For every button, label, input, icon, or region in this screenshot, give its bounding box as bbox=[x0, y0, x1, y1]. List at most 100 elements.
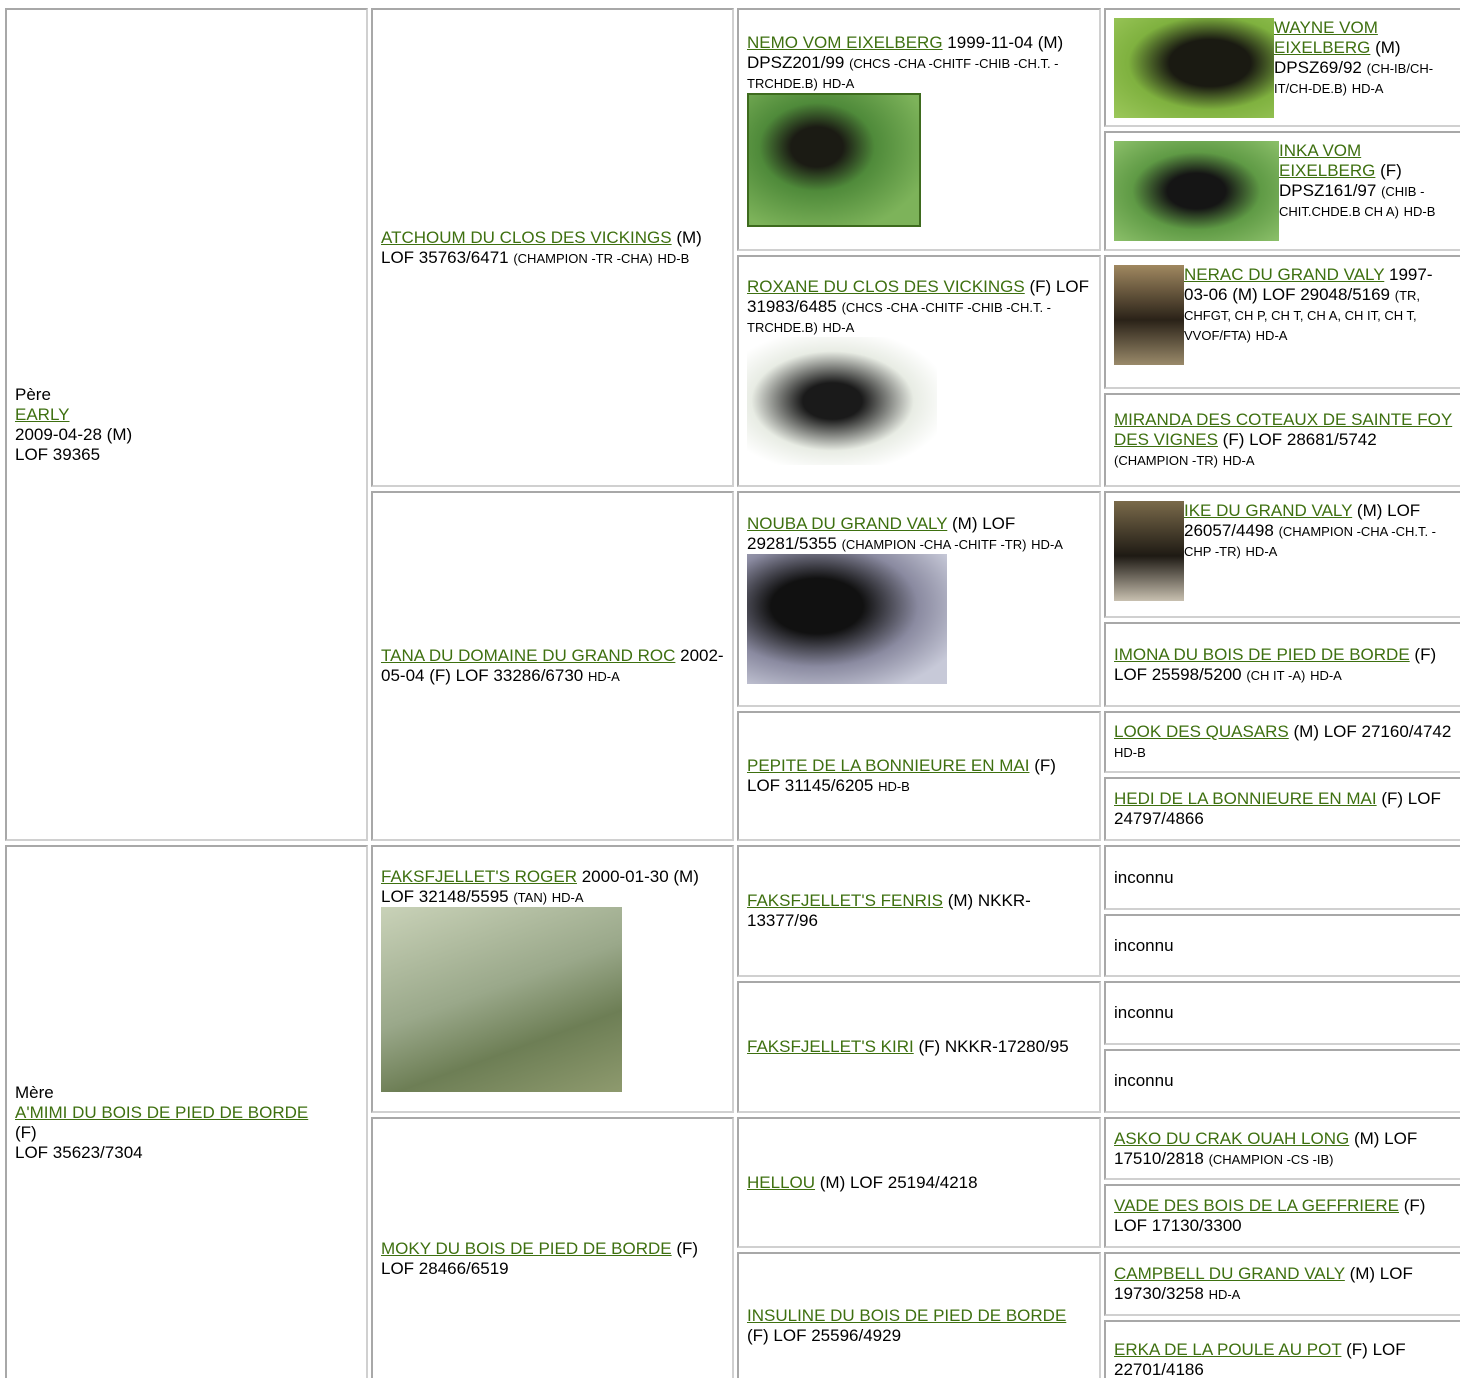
cell-content: FAKSFJELLET'S FENRIS (M) NKKR-13377/96 bbox=[747, 891, 1091, 931]
pedigree-cell: FAKSFJELLET'S ROGER 2000-01-30 (M) LOF 3… bbox=[371, 845, 734, 1113]
cell-content: inconnu bbox=[1114, 1003, 1454, 1023]
cell-content: PEPITE DE LA BONNIEURE EN MAI (F) LOF 31… bbox=[747, 756, 1091, 796]
cell-content: FAKSFJELLET'S KIRI (F) NKKR-17280/95 bbox=[747, 1037, 1091, 1057]
dog-info: ERKA DE LA POULE AU POT (F) LOF 22701/41… bbox=[1114, 1340, 1454, 1378]
dog-link[interactable]: HELLOU bbox=[747, 1172, 816, 1192]
cell-row: INKA VOM EIXELBERG (F) DPSZ161/97 (CHIB … bbox=[1114, 141, 1454, 241]
dog-link[interactable]: PEPITE DE LA BONNIEURE EN MAI bbox=[747, 756, 1030, 775]
dog-info: CAMPBELL DU GRAND VALY (M) LOF 19730/325… bbox=[1114, 1264, 1454, 1304]
dog-info: IMONA DU BOIS DE PIED DE BORDE (F) LOF 2… bbox=[1114, 645, 1454, 685]
cell-content: INKA VOM EIXELBERG (F) DPSZ161/97 (CHIB … bbox=[1114, 141, 1454, 241]
dog-link[interactable]: TANA DU DOMAINE DU GRAND ROC bbox=[381, 646, 676, 665]
photo bbox=[1114, 141, 1279, 241]
dog-link[interactable]: NEMO VOM EIXELBERG bbox=[747, 32, 943, 52]
cell-content: IKE DU GRAND VALY (M) LOF 26057/4498 (CH… bbox=[1114, 501, 1454, 601]
dog-link[interactable]: IMONA DU BOIS DE PIED DE BORDE bbox=[1114, 644, 1410, 664]
line: Mère bbox=[15, 1083, 358, 1103]
photo bbox=[381, 906, 622, 1092]
dog-link[interactable]: FAKSFJELLET'S KIRI bbox=[747, 1037, 914, 1056]
dog-link[interactable]: NOUBA DU GRAND VALY bbox=[747, 514, 948, 533]
dog-link[interactable]: HEDI DE LA BONNIEURE EN MAI bbox=[1114, 789, 1377, 808]
dog-link[interactable]: EARLY bbox=[15, 404, 70, 424]
dog-info: FAKSFJELLET'S ROGER 2000-01-30 (M) LOF 3… bbox=[381, 867, 724, 907]
dog-titles: (CHIB -CHIT.CHDE.B CH A) bbox=[1279, 184, 1425, 219]
pedigree-cell: LOOK DES QUASARS (M) LOF 27160/4742 HD-B bbox=[1104, 711, 1460, 773]
dog-titles: (CHCS -CHA -CHITF -CHIB -CH.T. -TRCHDE.B… bbox=[747, 55, 1059, 91]
pedigree-cell: HELLOU (M) LOF 25194/4218 bbox=[737, 1117, 1101, 1248]
dog-info: IKE DU GRAND VALY (M) LOF 26057/4498 (CH… bbox=[1184, 501, 1454, 561]
dog-link[interactable]: ROXANE DU CLOS DES VICKINGS bbox=[747, 277, 1025, 296]
dog-link[interactable]: LOOK DES QUASARS bbox=[1114, 722, 1289, 741]
pedigree-cell: Mère A'MIMI DU BOIS DE PIED DE BORDE (F) LO… bbox=[5, 845, 368, 1378]
dog-link[interactable]: FAKSFJELLET'S ROGER bbox=[381, 866, 577, 886]
cell-content: inconnu bbox=[1114, 936, 1454, 956]
dog-details: (M) LOF 19730/3258 bbox=[1114, 1264, 1413, 1303]
dog-titles: (CHCS -CHA -CHITF -CHIB -CH.T. -TRCHDE.B… bbox=[747, 300, 1051, 335]
pedigree-cell: inconnu bbox=[1104, 914, 1460, 977]
cell-row: IKE DU GRAND VALY (M) LOF 26057/4498 (CH… bbox=[1114, 501, 1454, 601]
dog-link[interactable]: A'MIMI DU BOIS DE PIED DE BORDE bbox=[15, 1102, 309, 1122]
dog-details: 2000-01-30 (M) LOF 32148/5595 bbox=[381, 866, 699, 906]
dog-health: HD-B bbox=[1114, 745, 1146, 760]
dog-details: (M) LOF 25194/4218 bbox=[819, 1172, 978, 1192]
pedigree-cell: PEPITE DE LA BONNIEURE EN MAI (F) LOF 31… bbox=[737, 711, 1101, 841]
dog-details: (F) LOF 28466/6519 bbox=[381, 1238, 699, 1278]
dog-titles: (TR, CHFGT, CH P, CH T, CH A, CH IT, CH … bbox=[1184, 288, 1421, 343]
pedigree-cell: NERAC DU GRAND VALY 1997-03-06 (M) LOF 2… bbox=[1104, 255, 1460, 389]
dog-info: inconnu bbox=[1114, 1071, 1454, 1091]
cell-content: HELLOU (M) LOF 25194/4218 bbox=[747, 1173, 1091, 1193]
dog-link[interactable]: CAMPBELL DU GRAND VALY bbox=[1114, 1264, 1345, 1283]
dog-info: PEPITE DE LA BONNIEURE EN MAI (F) LOF 31… bbox=[747, 756, 1091, 796]
dog-link[interactable]: IKE DU GRAND VALY bbox=[1184, 501, 1353, 520]
pedigree-cell: HEDI DE LA BONNIEURE EN MAI (F) LOF 2479… bbox=[1104, 777, 1460, 841]
dog-link[interactable]: ERKA DE LA POULE AU POT bbox=[1114, 1340, 1342, 1359]
dog-link[interactable]: FAKSFJELLET'S FENRIS bbox=[747, 891, 943, 910]
photo bbox=[1114, 265, 1184, 365]
dog-health: HD-A bbox=[1351, 81, 1384, 96]
cell-row: NERAC DU GRAND VALY 1997-03-06 (M) LOF 2… bbox=[1114, 265, 1454, 365]
dog-details: (F) LOF 28681/5742 bbox=[1222, 430, 1377, 449]
dog-info: inconnu bbox=[1114, 936, 1454, 956]
cell-content: TANA DU DOMAINE DU GRAND ROC 2002-05-04 … bbox=[381, 646, 724, 686]
pedigree-cell: inconnu bbox=[1104, 1049, 1460, 1113]
dog-info: MIRANDA DES COTEAUX DE SAINTE FOY DES VI… bbox=[1114, 410, 1454, 470]
dog-health: HD-A bbox=[1310, 667, 1342, 683]
cell-content: inconnu bbox=[1114, 1071, 1454, 1091]
cell-content: NERAC DU GRAND VALY 1997-03-06 (M) LOF 2… bbox=[1114, 265, 1454, 365]
dog-titles: (TAN) bbox=[513, 889, 548, 905]
dog-link[interactable]: NERAC DU GRAND VALY bbox=[1184, 265, 1385, 284]
dog-info: inconnu bbox=[1114, 1003, 1454, 1023]
dog-titles: (CH-IB/CH-IT/CH-DE.B) bbox=[1274, 61, 1434, 96]
dog-details: 1999-11-04 (M) DPSZ201/99 bbox=[747, 32, 1064, 72]
dog-info: INKA VOM EIXELBERG (F) DPSZ161/97 (CHIB … bbox=[1279, 141, 1454, 221]
dog-info: FAKSFJELLET'S FENRIS (M) NKKR-13377/96 bbox=[747, 891, 1091, 931]
dog-info: VADE DES BOIS DE LA GEFFRIERE (F) LOF 17… bbox=[1114, 1196, 1454, 1236]
dog-link[interactable]: ATCHOUM DU CLOS DES VICKINGS bbox=[381, 227, 672, 247]
cell-content: FAKSFJELLET'S ROGER 2000-01-30 (M) LOF 3… bbox=[381, 867, 724, 1092]
line: LOF 39365 bbox=[15, 445, 358, 465]
dog-details: (F) LOF 25598/5200 bbox=[1114, 644, 1437, 684]
cell-content: NOUBA DU GRAND VALY (M) LOF 29281/5355 (… bbox=[747, 514, 1091, 684]
line: (F) bbox=[15, 1123, 358, 1143]
pedigree-cell: INKA VOM EIXELBERG (F) DPSZ161/97 (CHIB … bbox=[1104, 131, 1460, 251]
dog-titles: (CHAMPION -TR) bbox=[1114, 453, 1218, 468]
root-birth: (F) bbox=[15, 1122, 37, 1142]
dog-link[interactable]: INKA VOM EIXELBERG bbox=[1279, 141, 1376, 180]
dog-details: (M) LOF 29281/5355 bbox=[747, 514, 1016, 553]
dog-health: HD-A bbox=[551, 889, 584, 905]
root-label: Père bbox=[15, 384, 51, 404]
dog-titles: (CH IT -A) bbox=[1246, 667, 1306, 683]
dog-info: inconnu bbox=[1114, 868, 1454, 888]
cell-content: VADE DES BOIS DE LA GEFFRIERE (F) LOF 17… bbox=[1114, 1196, 1454, 1236]
cell-content: MOKY DU BOIS DE PIED DE BORDE (F) LOF 28… bbox=[381, 1239, 724, 1279]
dog-link[interactable]: MIRANDA DES COTEAUX DE SAINTE FOY DES VI… bbox=[1114, 410, 1453, 449]
dog-link[interactable]: INSULINE DU BOIS DE PIED DE BORDE bbox=[747, 1306, 1067, 1325]
dog-health: HD-A bbox=[1208, 1287, 1241, 1302]
dog-link[interactable]: MOKY DU BOIS DE PIED DE BORDE bbox=[381, 1238, 672, 1258]
line: Père bbox=[15, 385, 358, 405]
line: A'MIMI DU BOIS DE PIED DE BORDE bbox=[15, 1103, 358, 1123]
pedigree-cell: WAYNE VOM EIXELBERG (M) DPSZ69/92 (CH-IB… bbox=[1104, 8, 1460, 127]
dog-link[interactable]: WAYNE VOM EIXELBERG bbox=[1274, 18, 1378, 57]
dog-link[interactable]: VADE DES BOIS DE LA GEFFRIERE bbox=[1114, 1196, 1399, 1215]
dog-link[interactable]: ASKO DU CRAK OUAH LONG bbox=[1114, 1128, 1350, 1148]
